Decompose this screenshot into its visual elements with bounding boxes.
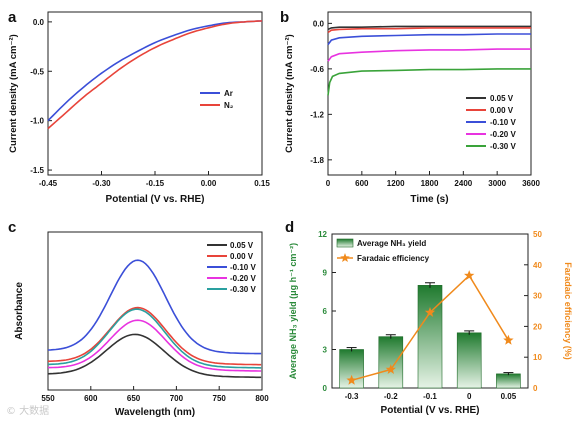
- watermark: © 大数据: [6, 406, 50, 417]
- x-tick-label: 0.15: [254, 179, 270, 188]
- series-line: [327, 48, 531, 62]
- series-line: [47, 259, 262, 355]
- bar: [339, 349, 364, 389]
- y2-axis-label: Faradaic efficiency (%): [563, 262, 573, 360]
- x-tick-label: 0: [467, 392, 472, 401]
- x-tick-label: 0.00: [201, 179, 217, 188]
- legend-label: 0.00 V: [490, 106, 514, 115]
- legend-label: -0.20 V: [230, 274, 256, 283]
- series-line: [327, 33, 531, 46]
- panel-label-d: d: [285, 219, 294, 236]
- x-tick-label: 0.05: [501, 392, 517, 401]
- y2-tick-label: 30: [533, 292, 542, 301]
- legend-label: 0.05 V: [490, 94, 514, 103]
- legend-label: N₂: [224, 101, 234, 110]
- y-axis-label: Current density (mA cm⁻²): [8, 34, 19, 153]
- x-axis-label: Potential (V vs. RHE): [381, 405, 480, 416]
- x-axis-label: Potential (V vs. RHE): [106, 194, 205, 205]
- y-tick-label: -0.5: [30, 67, 44, 76]
- panel-label-b: b: [280, 9, 289, 26]
- legend-label: Ar: [224, 89, 233, 98]
- y-tick-label: -1.5: [30, 166, 44, 175]
- y-axis-label: Average NH₃ yield (μg h⁻¹ cm⁻²): [288, 243, 298, 379]
- legend-star: [340, 253, 350, 262]
- x-tick-label: 750: [213, 394, 227, 403]
- series-line: [47, 333, 262, 379]
- x-tick-label: -0.2: [384, 392, 398, 401]
- y-tick-label: 0: [323, 384, 328, 393]
- series-line: [48, 319, 262, 372]
- series-line: [47, 308, 262, 369]
- y-tick-label: -1.8: [310, 156, 324, 165]
- x-tick-label: 1800: [421, 179, 439, 188]
- x-axis-label: Time (s): [410, 194, 448, 205]
- y2-tick-label: 0: [533, 384, 538, 393]
- fe-star-marker: [464, 270, 475, 280]
- legend-label: Faradaic efficiency: [357, 254, 430, 263]
- series-line: [327, 25, 531, 31]
- y-axis-label: Current density (mA cm⁻²): [284, 34, 295, 153]
- y2-tick-label: 10: [533, 353, 542, 362]
- x-tick-label: 800: [255, 394, 269, 403]
- x-tick-label: 1200: [387, 179, 405, 188]
- x-tick-label: -0.1: [423, 392, 437, 401]
- x-tick-label: 550: [41, 394, 55, 403]
- y-tick-label: 3: [323, 346, 328, 355]
- x-tick-label: -0.15: [146, 179, 165, 188]
- legend-label: 0.05 V: [230, 241, 254, 250]
- bar: [417, 285, 443, 389]
- y-axis-label: Absorbance: [14, 282, 25, 340]
- legend-label: -0.10 V: [490, 118, 516, 127]
- series-line: [327, 68, 531, 96]
- bar: [378, 336, 404, 389]
- series-line: [47, 306, 262, 366]
- bar: [496, 373, 521, 389]
- fe-star-marker: [503, 334, 514, 345]
- legend-label: -0.20 V: [490, 130, 516, 139]
- y2-tick-label: 20: [533, 322, 542, 331]
- x-tick-label: -0.45: [39, 179, 58, 188]
- series-line: [47, 20, 263, 130]
- legend-swatch: [336, 238, 354, 248]
- legend-label: -0.10 V: [230, 263, 256, 272]
- panel-label-c: c: [8, 219, 16, 236]
- y-tick-label: 6: [323, 307, 328, 316]
- series-line: [47, 20, 263, 122]
- y-tick-label: -1.0: [30, 117, 44, 126]
- x-tick-label: 600: [355, 179, 369, 188]
- x-axis-label: Wavelength (nm): [115, 407, 195, 418]
- x-tick-label: -0.3: [345, 392, 359, 401]
- y2-tick-label: 40: [533, 261, 542, 270]
- fe-star-marker: [385, 364, 396, 374]
- y-tick-label: 0.0: [33, 18, 45, 27]
- x-tick-label: 650: [127, 394, 141, 403]
- y-tick-label: 9: [323, 269, 328, 278]
- legend-label: -0.30 V: [230, 285, 256, 294]
- y-tick-label: 12: [318, 230, 327, 239]
- y-tick-label: 0.0: [313, 19, 325, 28]
- legend-label: 0.00 V: [230, 252, 254, 261]
- x-tick-label: 3600: [522, 179, 540, 188]
- legend-label: Average NH₃ yield: [357, 239, 426, 248]
- bar: [456, 332, 482, 389]
- legend-label: -0.30 V: [490, 142, 516, 151]
- x-tick-label: 0: [326, 179, 331, 188]
- panel-c-frame: [47, 231, 263, 391]
- x-tick-label: 3000: [488, 179, 506, 188]
- x-tick-label: -0.30: [92, 179, 111, 188]
- y-tick-label: -1.2: [310, 110, 324, 119]
- y-tick-label: -0.6: [310, 65, 324, 74]
- fe-star-marker: [424, 307, 436, 317]
- x-tick-label: 600: [84, 394, 98, 403]
- fe-star-marker: [346, 374, 357, 385]
- x-tick-label: 2400: [454, 179, 472, 188]
- series-line: [327, 27, 531, 34]
- y2-tick-label: 50: [533, 230, 542, 239]
- x-tick-label: 700: [170, 394, 184, 403]
- panel-label-a: a: [8, 9, 17, 26]
